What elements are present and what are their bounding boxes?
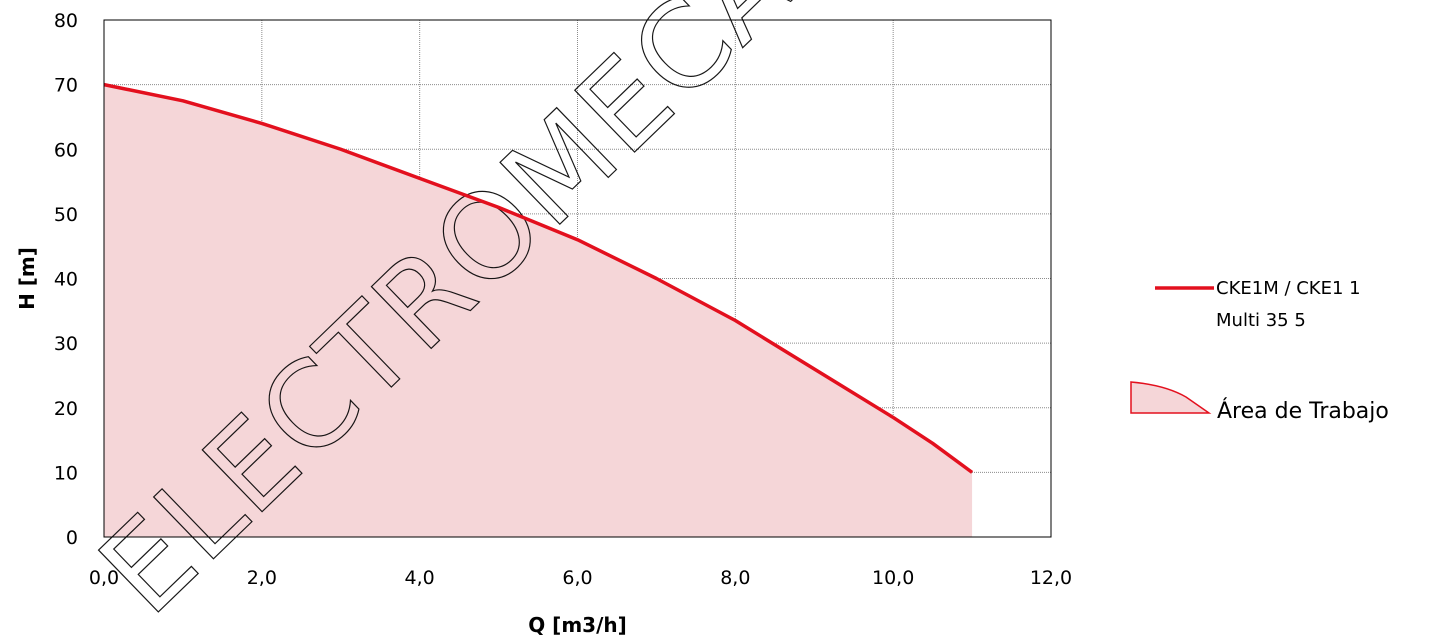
series-line <box>103 82 974 474</box>
series-lines <box>103 82 974 474</box>
legend: CKE1M / CKE1 1 Multi 35 5 Área de Trabaj… <box>1130 278 1389 424</box>
legend-series-label-line2: Multi 35 5 <box>1216 310 1306 331</box>
y-tick-label: 30 <box>54 333 78 355</box>
legend-area-swatch <box>1130 381 1212 414</box>
y-axis-ticks: 0 10 20 30 40 50 60 70 80 <box>54 10 78 549</box>
x-tick-label: 6,0 <box>562 567 592 589</box>
y-tick-label: 80 <box>54 10 78 32</box>
y-tick-label: 10 <box>54 462 78 484</box>
plot-frame <box>103 19 1052 538</box>
y-tick-label: 20 <box>54 398 78 420</box>
legend-area-label: Área de Trabajo <box>1217 398 1389 424</box>
working-area <box>104 84 973 537</box>
y-tick-label: 40 <box>54 269 78 291</box>
y-tick-label: 60 <box>54 139 78 161</box>
x-axis-ticks: 0,0 2,0 4,0 6,0 8,0 10,0 12,0 <box>89 567 1072 589</box>
x-tick-label: 8,0 <box>720 567 750 589</box>
y-tick-label: 70 <box>54 75 78 97</box>
y-tick-label: 0 <box>66 527 78 549</box>
legend-series-label-line1: CKE1M / CKE1 1 <box>1216 278 1361 299</box>
x-tick-label: 12,0 <box>1030 567 1072 589</box>
x-tick-label: 0,0 <box>89 567 119 589</box>
y-tick-label: 50 <box>54 204 78 226</box>
x-axis-title: Q [m3/h] <box>528 613 627 637</box>
x-tick-label: 2,0 <box>247 567 277 589</box>
x-tick-label: 4,0 <box>405 567 435 589</box>
x-tick-label: 10,0 <box>872 567 914 589</box>
y-axis-title: H [m] <box>15 247 39 310</box>
